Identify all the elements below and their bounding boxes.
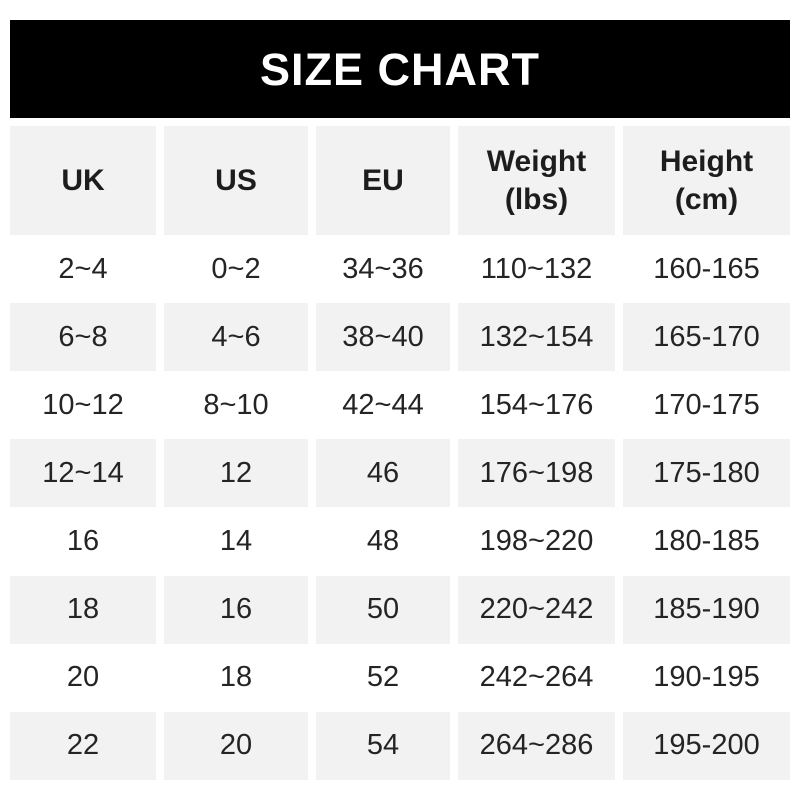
size-cell-uk: 18 — [10, 575, 156, 644]
size-cell-eu: 50 — [316, 575, 450, 644]
size-table: UK US EU Weight (lbs) Height (cm) 2~4 0 — [10, 126, 790, 780]
column-header-height: Height (cm) — [623, 126, 790, 235]
column-header-label: UK — [61, 163, 105, 197]
size-cell-height: 165-170 — [623, 303, 790, 372]
table-row: 18 16 50 220~242 185-190 — [10, 575, 790, 644]
size-cell-height: 180-185 — [653, 524, 760, 557]
size-cell-us: 18 — [219, 661, 253, 694]
column-header-label: US — [215, 163, 257, 197]
size-cell-us: 4~6 — [164, 303, 308, 372]
size-cell-us: 20 — [164, 711, 308, 780]
size-cell-eu: 38~40 — [316, 303, 450, 372]
page-title: SIZE CHART — [260, 43, 540, 95]
column-header-label: EU — [362, 163, 404, 197]
size-cell-uk: 22 — [10, 711, 156, 780]
size-cell-eu: 48 — [366, 524, 400, 557]
column-header-eu: EU — [316, 126, 450, 235]
size-cell-height: 175-180 — [623, 439, 790, 508]
size-cell-weight: 220~242 — [458, 575, 615, 644]
column-header-us: US — [164, 126, 308, 235]
size-cell-uk: 12~14 — [10, 439, 156, 508]
table-row: 22 20 54 264~286 195-200 — [10, 711, 790, 780]
size-cell-uk: 2~4 — [58, 252, 108, 285]
size-cell-eu: 34~36 — [342, 252, 424, 285]
table-row: 2~4 0~2 34~36 110~132 160-165 — [10, 235, 790, 303]
table-row: 12~14 12 46 176~198 175-180 — [10, 439, 790, 508]
size-cell-eu: 42~44 — [342, 388, 424, 421]
size-cell-eu: 54 — [316, 711, 450, 780]
column-header-label: Weight — [486, 144, 587, 178]
size-cell-us: 12 — [164, 439, 308, 508]
table-row: 10~12 8~10 42~44 154~176 170-175 — [10, 371, 790, 439]
size-cell-height: 190-195 — [653, 661, 760, 694]
column-header-unit: (cm) — [674, 182, 739, 216]
size-cell-height: 170-175 — [653, 388, 760, 421]
size-cell-us: 14 — [219, 524, 253, 557]
size-cell-eu: 46 — [316, 439, 450, 508]
size-cell-weight: 132~154 — [458, 303, 615, 372]
size-cell-weight: 198~220 — [479, 524, 594, 557]
table-row: 6~8 4~6 38~40 132~154 165-170 — [10, 303, 790, 372]
size-cell-uk: 16 — [66, 524, 100, 557]
size-cell-uk: 6~8 — [10, 303, 156, 372]
table-header-row: UK US EU Weight (lbs) Height (cm) — [10, 126, 790, 235]
size-cell-weight: 264~286 — [458, 711, 615, 780]
size-cell-eu: 52 — [366, 661, 400, 694]
banner: SIZE CHART — [10, 20, 790, 118]
size-cell-uk: 20 — [66, 661, 100, 694]
size-cell-height: 195-200 — [623, 711, 790, 780]
size-cell-height: 185-190 — [623, 575, 790, 644]
size-cell-height: 160-165 — [653, 252, 760, 285]
column-header-unit: (lbs) — [504, 182, 569, 216]
size-cell-us: 0~2 — [211, 252, 261, 285]
column-header-uk: UK — [10, 126, 156, 235]
size-cell-weight: 154~176 — [479, 388, 594, 421]
table-row: 20 18 52 242~264 190-195 — [10, 644, 790, 712]
size-cell-weight: 176~198 — [458, 439, 615, 508]
size-cell-us: 8~10 — [203, 388, 269, 421]
size-cell-uk: 10~12 — [42, 388, 124, 421]
column-header-weight: Weight (lbs) — [458, 126, 615, 235]
table-row: 16 14 48 198~220 180-185 — [10, 507, 790, 575]
column-header-label: Height — [659, 144, 754, 178]
size-cell-weight: 110~132 — [480, 252, 593, 285]
size-cell-us: 16 — [164, 575, 308, 644]
size-cell-weight: 242~264 — [479, 661, 594, 694]
